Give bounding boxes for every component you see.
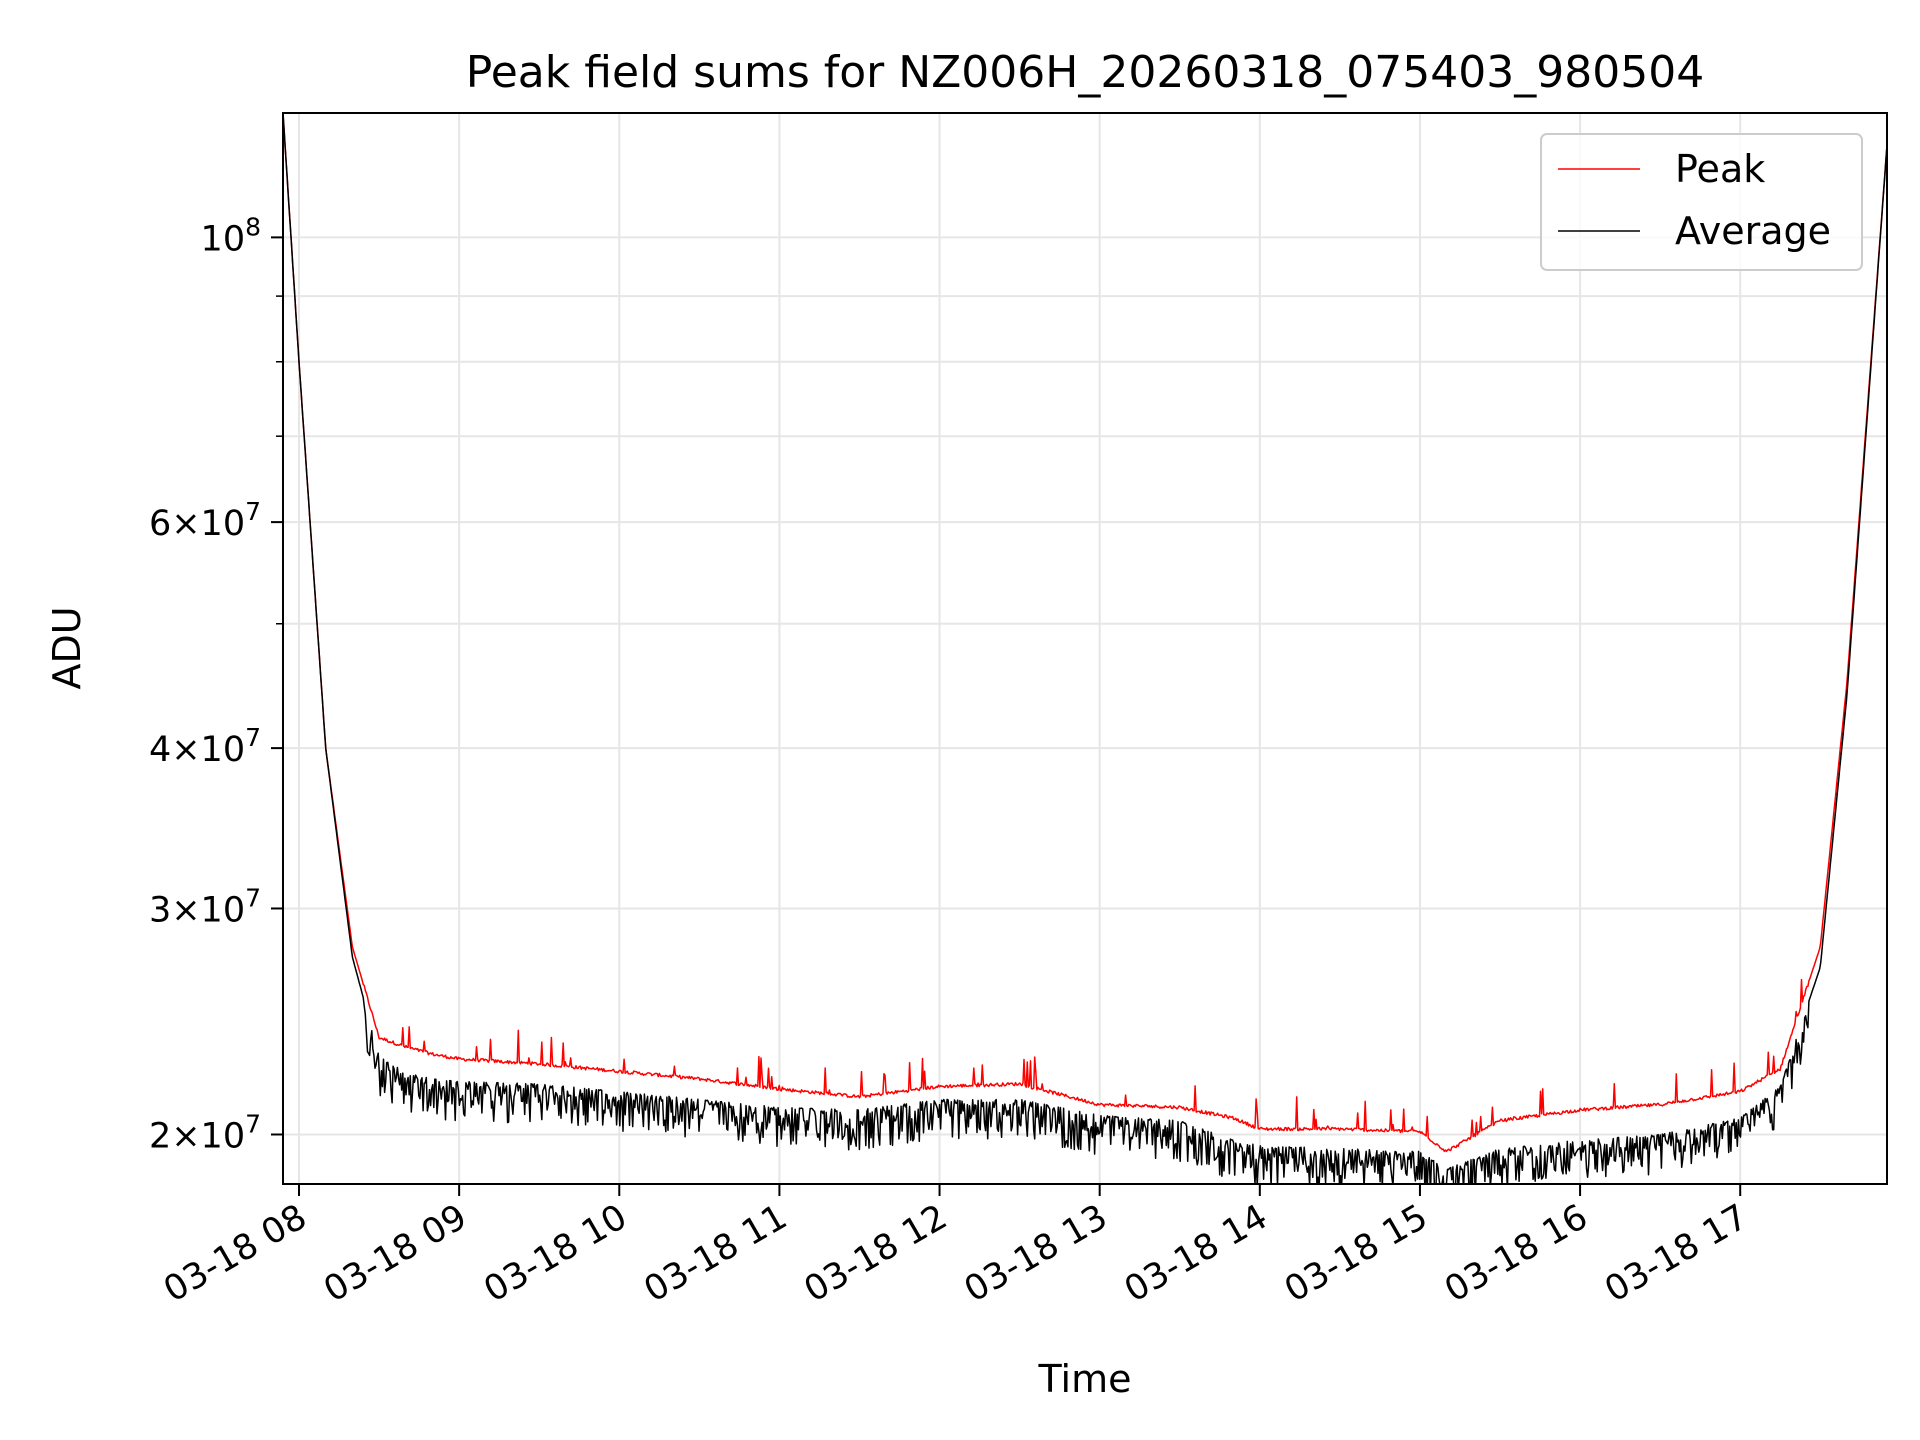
y-axis-label: ADU (45, 606, 89, 689)
chart-title: Peak field sums for NZ006H_20260318_0754… (466, 47, 1704, 98)
y-tick-label: 108 (201, 212, 261, 259)
legend-label-average: Average (1675, 209, 1831, 253)
legend-label-peak: Peak (1675, 147, 1765, 191)
x-axis-label: Time (1038, 1357, 1132, 1401)
series-line-average (283, 113, 1887, 1184)
y-tick-label: 3×107 (149, 883, 261, 930)
grid (283, 113, 1887, 1184)
series-layer (283, 113, 1887, 1184)
plot-area-frame (282, 112, 1888, 1185)
y-tick-label: 2×107 (149, 1109, 261, 1156)
series-line-peak (283, 113, 1887, 1153)
y-tick-label: 4×107 (149, 723, 261, 770)
legend-box (1540, 133, 1863, 271)
legend: Peak Average (1540, 133, 1863, 271)
y-tick-label: 6×107 (149, 497, 261, 544)
y-axis: 2×107 3×107 4×107 6×107 108 (149, 212, 283, 1156)
